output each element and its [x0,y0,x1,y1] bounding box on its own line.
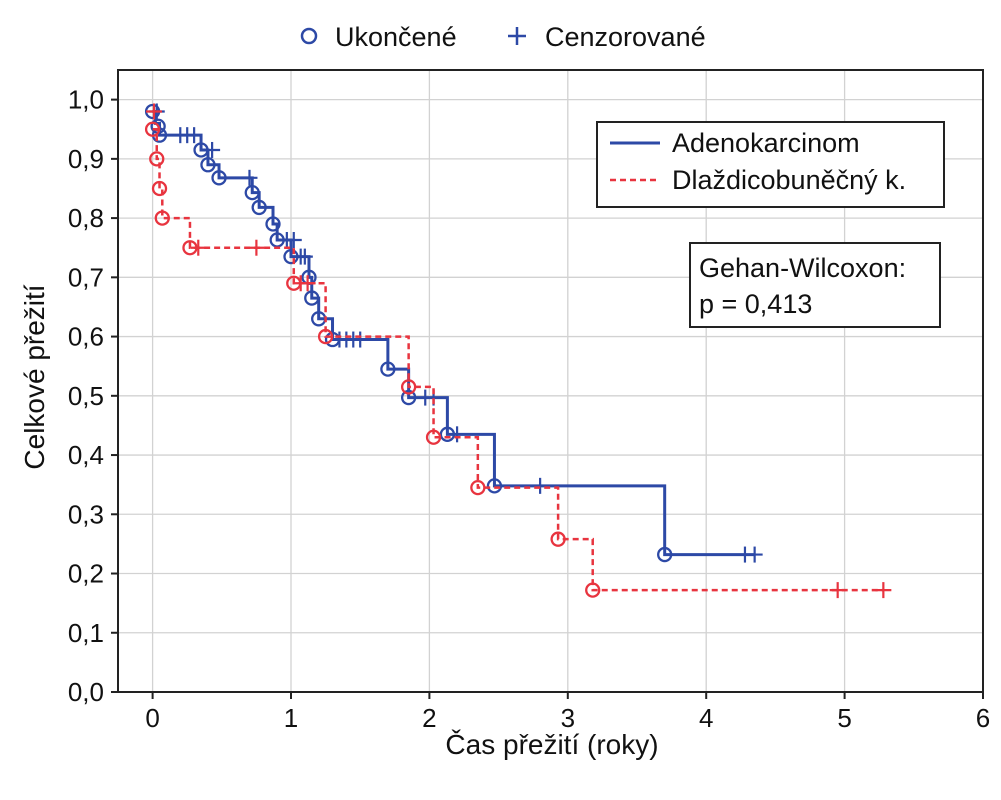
y-tick-label: 0,4 [68,440,104,470]
x-tick-label: 0 [145,703,159,733]
x-tick-label: 1 [284,703,298,733]
y-tick-label: 0,2 [68,559,104,589]
censored-marker [248,239,265,256]
event-marker [400,379,417,395]
x-tick-label: 4 [699,703,713,733]
y-tick-label: 0,1 [68,618,104,648]
event-marker [380,361,396,377]
event-marker [144,121,161,137]
event-marker [470,479,486,496]
plot-frame [117,69,984,693]
series-legend-label-dlazdicobunecny: Dlaždicobuněčný k. [672,165,906,195]
event-marker [657,546,673,563]
event-marker [200,157,216,173]
marker-legend: Ukončené Cenzorované [300,22,706,52]
censored-marker [145,103,162,120]
event-marker [486,478,503,494]
axis-ticks: 0 1 2 3 4 5 6 0,0 0,1 0,2 0,3 0,4 0,5 0,6 0,7 0,8 0,9 1,0 [68,85,990,733]
y-tick-label: 0,7 [68,262,104,292]
censored-marker [190,239,207,256]
x-tick-label: 3 [561,703,575,733]
event-legend-label: Ukončené [335,22,457,52]
y-tick-label: 0,9 [68,144,104,174]
censored-marker [186,127,203,144]
event-marker [244,184,260,201]
censored-marker [875,582,892,599]
x-tick-label: 5 [837,703,851,733]
event-marker [304,290,320,306]
series-legend-box [596,121,945,208]
event-marker [154,210,170,226]
statistics-box [689,242,941,328]
x-axis-title: Čas přežití (roky) [445,729,658,760]
x-tick-label: 6 [976,703,990,733]
censored-marker [352,331,369,348]
survival-curve-dlazdicobunecny [152,127,884,592]
censored-marker [204,141,221,158]
x-tick-label: 2 [422,703,436,733]
statistics-p-value: p = 0,413 [699,289,812,319]
event-marker [550,531,566,547]
censored-marker [532,477,549,494]
series-legend-label-adenokarcinom: Adenokarcinom [672,128,860,158]
event-marker [317,328,334,345]
series-legend: Adenokarcinom Dlaždicobuněčný k. [596,121,945,208]
y-tick-label: 0,5 [68,381,104,411]
event-marker [151,180,168,197]
y-tick-label: 0,8 [68,203,104,233]
statistics-annotation: Gehan-Wilcoxon: p = 0,413 [689,242,941,328]
y-tick-label: 0,3 [68,499,104,529]
y-tick-label: 0,0 [68,677,104,707]
series-adenokarcinom [144,103,763,563]
statistics-test-name: Gehan-Wilcoxon: [699,253,906,283]
censored-marker [299,275,316,292]
censored-marker [285,232,302,249]
censored-marker [449,426,466,443]
event-marker [400,389,417,406]
y-tick-label: 1,0 [68,85,104,115]
censored-marker [241,169,258,186]
event-marker [265,216,281,232]
censored-marker [296,248,313,265]
event-marker [425,429,442,445]
censored-legend-label: Cenzorované [545,22,706,52]
censored-marker [746,546,763,563]
censored-marker-legend-icon [508,27,526,45]
y-axis-title: Celkové přežití [19,284,50,469]
event-marker [211,170,227,186]
y-tick-label: 0,6 [68,322,104,352]
series-dlazdicobunecny [144,103,892,599]
event-marker [251,199,267,216]
event-marker [149,151,165,167]
event-marker [585,582,601,598]
censored-marker [829,582,846,599]
event-marker-legend-icon [300,27,318,45]
series-layer [144,103,892,599]
